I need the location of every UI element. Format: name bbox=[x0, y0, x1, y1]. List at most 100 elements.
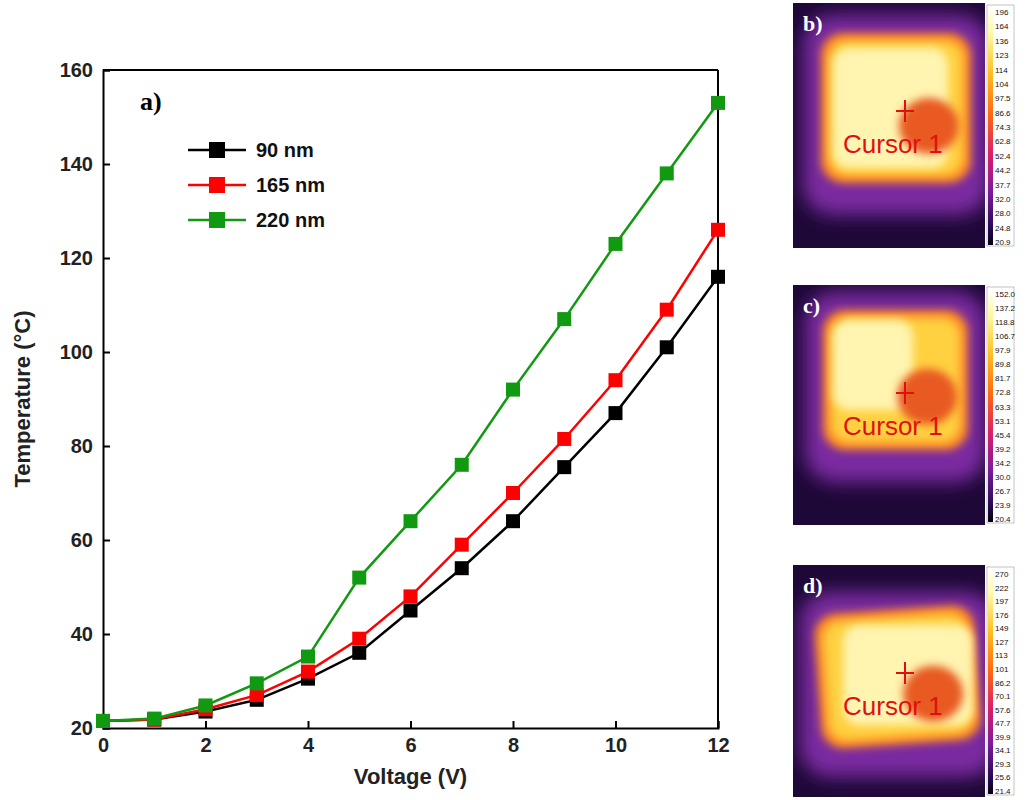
thermal-image bbox=[793, 3, 985, 248]
colorbar-box bbox=[987, 287, 1014, 523]
colorbar-label: 152.0 bbox=[995, 290, 1016, 299]
y-tick-label: 80 bbox=[71, 435, 93, 457]
colorbar-label: 86.2 bbox=[995, 679, 1011, 688]
data-point bbox=[404, 604, 418, 618]
data-point bbox=[557, 432, 571, 446]
y-tick-mark bbox=[103, 70, 110, 72]
y-tick-label: 140 bbox=[60, 153, 93, 175]
thermal-core bbox=[843, 625, 973, 725]
data-point bbox=[404, 514, 418, 528]
cursor-crosshair bbox=[896, 382, 914, 404]
colorbar-label: 37.7 bbox=[995, 181, 1011, 190]
y-tick-mark bbox=[103, 164, 110, 166]
y-tick-label: 20 bbox=[71, 717, 93, 739]
colorbar-label: 34.2 bbox=[995, 459, 1011, 468]
thermal-warm bbox=[831, 318, 960, 442]
crosshair-v bbox=[904, 662, 906, 684]
data-point bbox=[352, 632, 366, 646]
colorbar-label: 32.0 bbox=[995, 195, 1011, 204]
data-point bbox=[506, 514, 520, 528]
series-line bbox=[103, 230, 718, 721]
colorbar-label: 149 bbox=[995, 624, 1009, 633]
x-tick: 6 bbox=[405, 721, 416, 756]
y-tick: 100 bbox=[60, 341, 110, 363]
y-tick-mark bbox=[103, 540, 110, 542]
data-point bbox=[660, 340, 674, 354]
x-tick-mark bbox=[615, 721, 617, 728]
data-point bbox=[609, 373, 623, 387]
colorbar-label: 164 bbox=[995, 22, 1009, 31]
colorbar-label: 196 bbox=[995, 8, 1009, 17]
thermal-glow bbox=[800, 592, 985, 777]
colorbar-label: 136 bbox=[995, 37, 1009, 46]
data-point bbox=[455, 538, 469, 552]
figure: 02468101220406080100120140160Voltage (V)… bbox=[0, 0, 1027, 800]
thermal-warm bbox=[822, 613, 974, 742]
x-tick-label: 2 bbox=[200, 734, 211, 756]
thermal-panel: Cursor 1c)152.0137.2118.8106.797.989.881… bbox=[793, 285, 1016, 525]
x-tick-mark bbox=[308, 721, 310, 728]
y-tick-mark bbox=[103, 258, 110, 260]
x-tick-mark bbox=[205, 721, 207, 728]
colorbar-label: 23.9 bbox=[995, 501, 1011, 510]
colorbar-label: 20.4 bbox=[995, 515, 1011, 524]
data-point bbox=[660, 303, 674, 317]
colorbar bbox=[988, 568, 993, 794]
data-point bbox=[609, 406, 623, 420]
thermal-background bbox=[793, 285, 985, 525]
colorbar-label: 97.9 bbox=[995, 346, 1011, 355]
data-point bbox=[301, 665, 315, 679]
legend-entry: 165 nm bbox=[188, 174, 325, 196]
data-point bbox=[609, 237, 623, 251]
colorbar-label: 28.0 bbox=[995, 209, 1011, 218]
cursor-crosshair bbox=[896, 662, 914, 684]
colorbar-label: 270 bbox=[995, 570, 1009, 579]
colorbar-label: 24.8 bbox=[995, 224, 1011, 233]
colorbar-label: 81.7 bbox=[995, 374, 1011, 383]
colorbar-label: 176 bbox=[995, 611, 1009, 620]
thermal-hot bbox=[813, 604, 982, 750]
panel-label: d) bbox=[803, 573, 823, 598]
colorbar-label: 118.8 bbox=[995, 318, 1015, 327]
data-point bbox=[301, 650, 315, 664]
x-tick: 2 bbox=[200, 721, 211, 756]
data-point bbox=[96, 714, 110, 728]
x-tick-label: 0 bbox=[98, 734, 109, 756]
data-point bbox=[352, 571, 366, 585]
cursor-label: Cursor 1 bbox=[843, 411, 943, 441]
legend-marker bbox=[209, 142, 225, 158]
colorbar-label: 30.0 bbox=[995, 473, 1011, 482]
legend-label: 220 nm bbox=[256, 209, 325, 231]
data-point bbox=[96, 714, 110, 728]
cursor-label: Cursor 1 bbox=[843, 129, 943, 159]
data-point bbox=[199, 698, 213, 712]
data-point bbox=[147, 713, 161, 727]
thermal-panel: Cursor 1b)19616413612311410497.586.674.3… bbox=[793, 3, 1014, 248]
data-point bbox=[711, 223, 725, 237]
colorbar bbox=[988, 288, 993, 522]
colorbar-label: 86.6 bbox=[995, 109, 1011, 118]
legend-label: 90 nm bbox=[256, 139, 314, 161]
legend-entry: 220 nm bbox=[188, 209, 325, 231]
legend-label: 165 nm bbox=[256, 174, 325, 196]
y-axis: 20406080100120140160 bbox=[60, 59, 110, 739]
colorbar-label: 52.4 bbox=[995, 152, 1011, 161]
plot-marks bbox=[96, 96, 725, 728]
crosshair-v bbox=[904, 100, 906, 122]
colorbar-label: 97.5 bbox=[995, 94, 1011, 103]
thermal-hot bbox=[821, 33, 971, 183]
data-point bbox=[711, 96, 725, 110]
colorbar-label: 114 bbox=[995, 66, 1008, 75]
panel-label: a) bbox=[140, 87, 162, 116]
colorbar-label: 44.2 bbox=[995, 166, 1011, 175]
x-tick-mark bbox=[410, 721, 412, 728]
data-point bbox=[352, 646, 366, 660]
y-tick: 60 bbox=[71, 529, 110, 551]
data-point bbox=[506, 383, 520, 397]
data-point bbox=[557, 460, 571, 474]
data-point bbox=[147, 713, 161, 727]
y-axis-line bbox=[104, 71, 111, 729]
thermal-panel: Cursor 1d)27022219717614912711310186.270… bbox=[793, 565, 1014, 797]
thermal-warm bbox=[829, 41, 963, 175]
x-axis: 024681012 bbox=[98, 721, 730, 756]
